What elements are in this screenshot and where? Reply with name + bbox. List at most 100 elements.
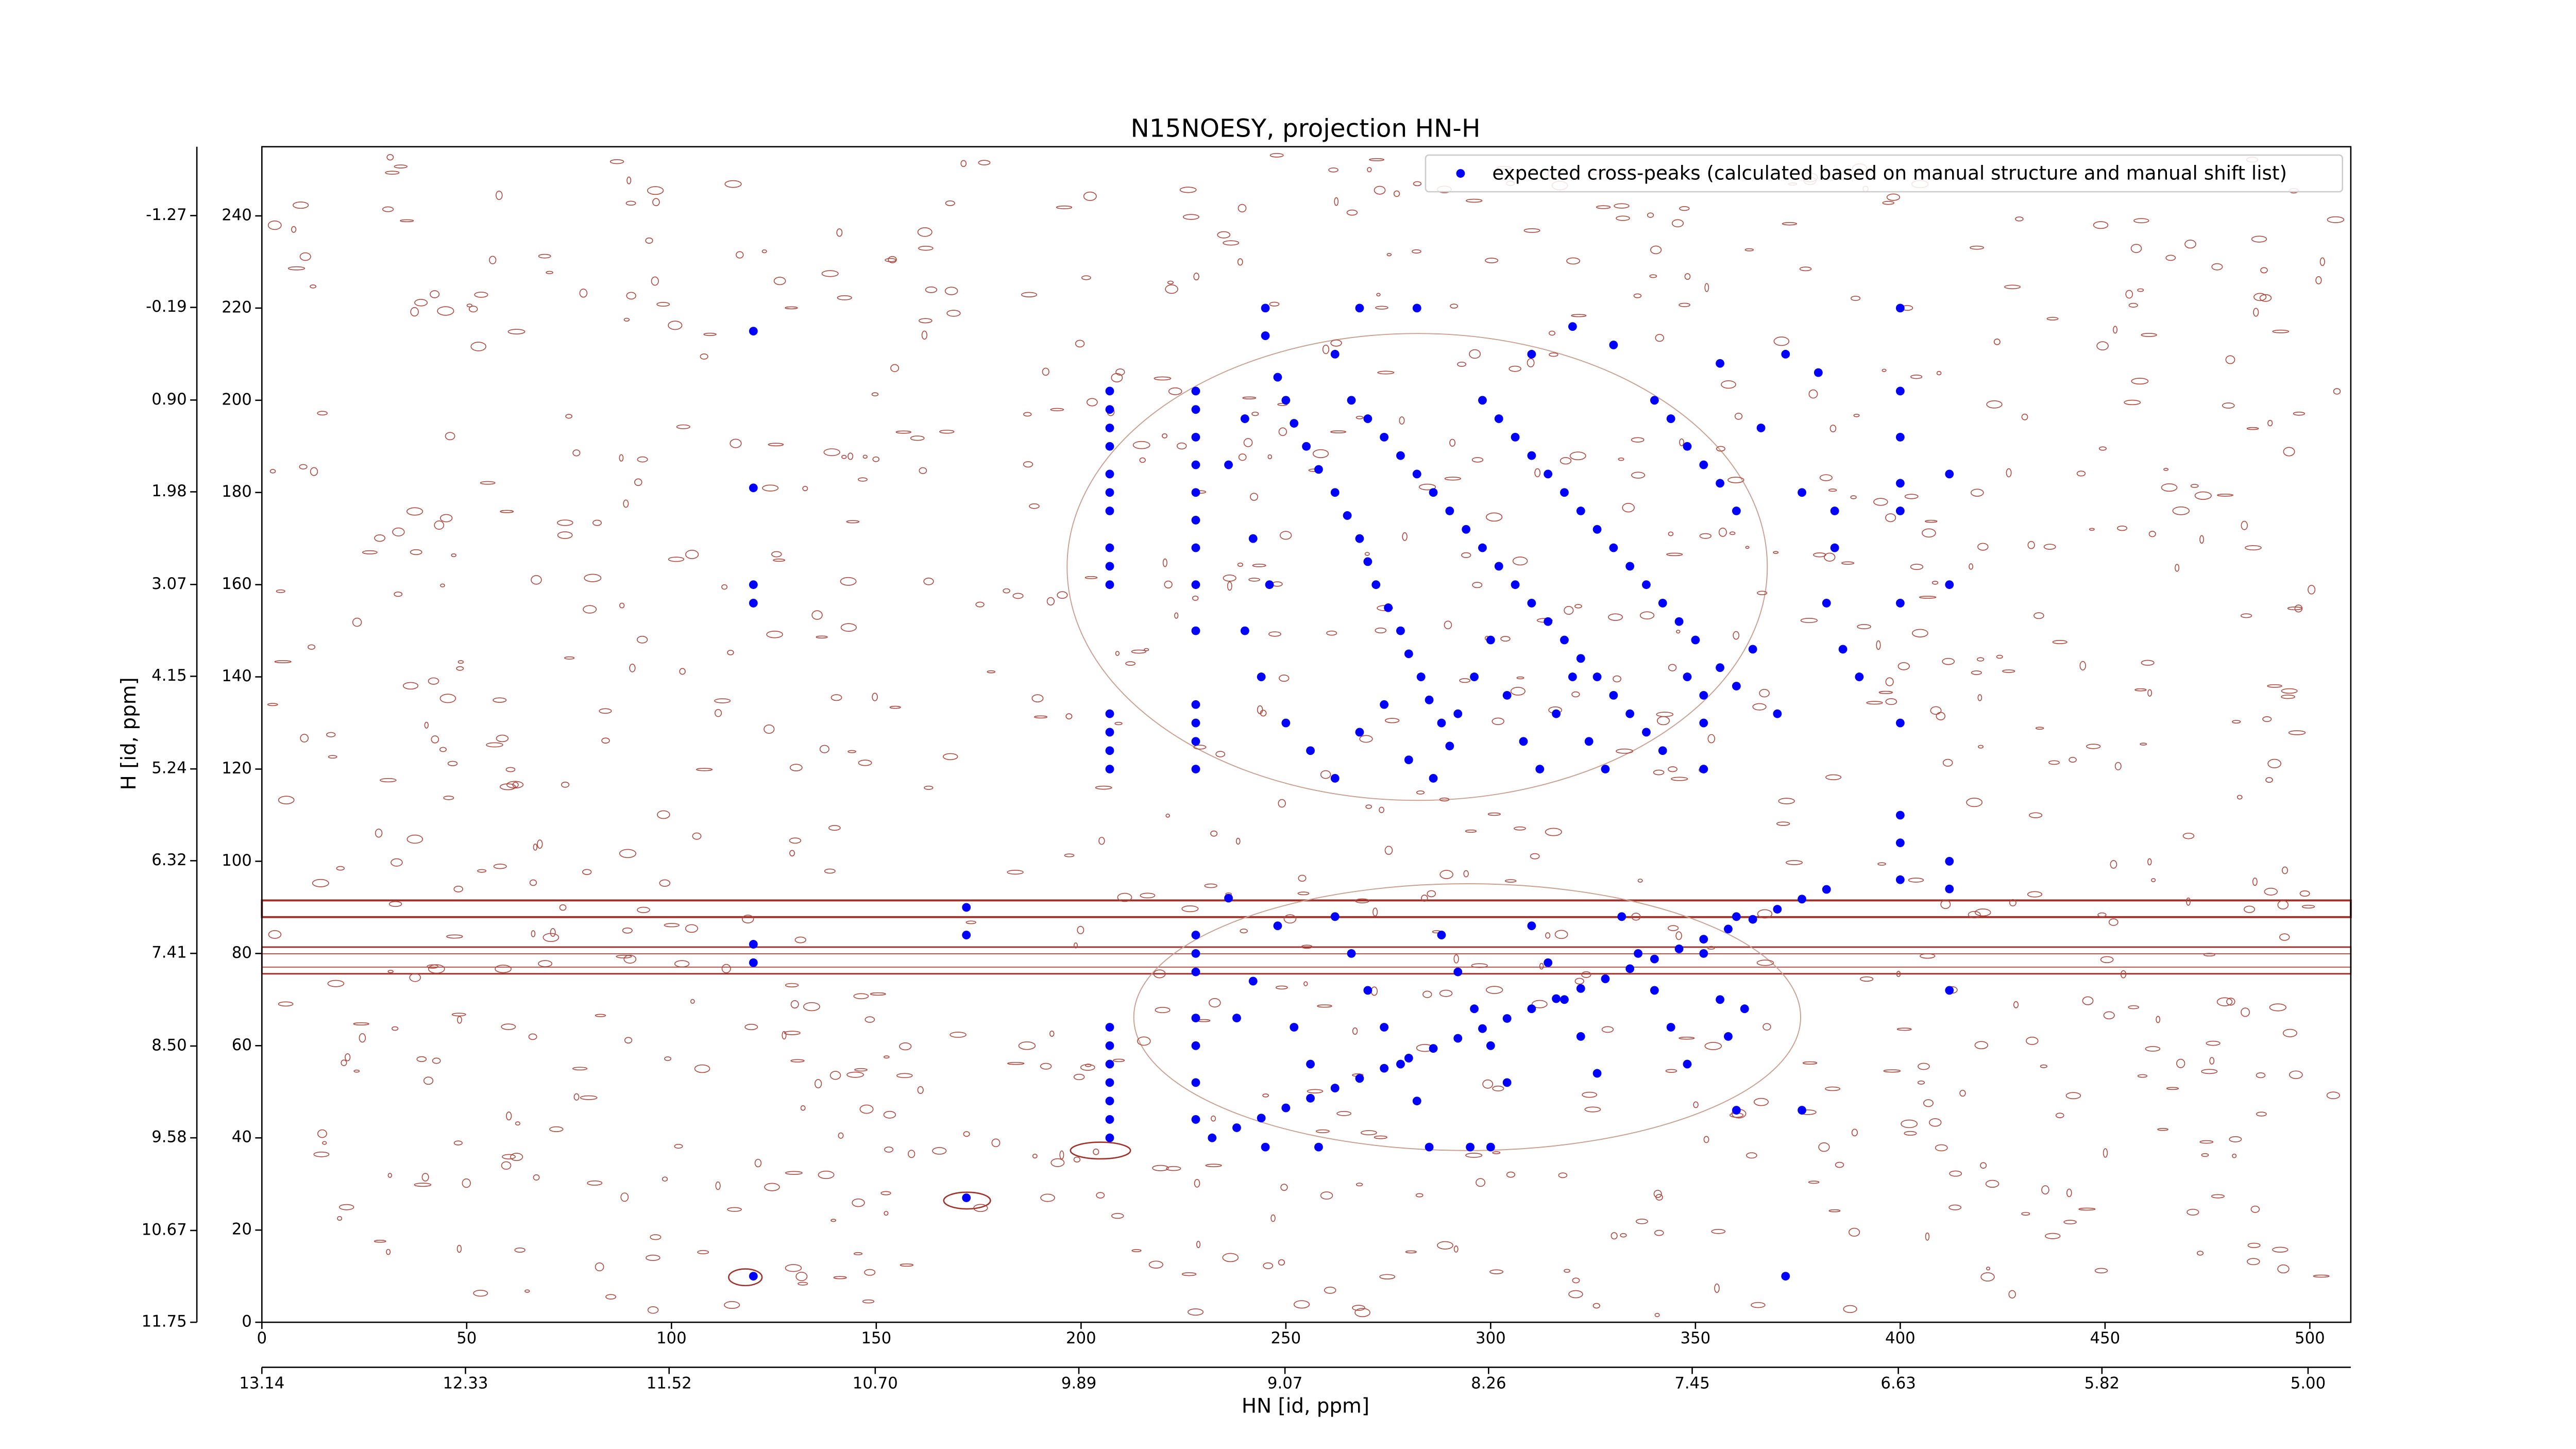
contour-noise	[1412, 249, 1421, 254]
contour-noise	[2211, 263, 2223, 271]
contour-noise	[439, 694, 456, 703]
cross-peak	[1281, 396, 1291, 405]
contour-noise	[1117, 892, 1132, 902]
cross-peak	[1798, 488, 1806, 497]
contour-noise	[514, 1247, 526, 1253]
contour-noise	[1379, 806, 1384, 813]
cross-peak	[1592, 672, 1602, 681]
contour-noise	[2262, 716, 2272, 722]
cross-peak	[1486, 1041, 1495, 1050]
contour-noise	[559, 904, 567, 911]
contour-noise	[1278, 427, 1287, 436]
contour-noise	[1635, 1218, 1648, 1224]
contour-noise	[2082, 996, 2094, 1005]
contour-noise	[337, 1216, 343, 1221]
contour-noise	[2252, 878, 2258, 886]
contour-noise	[652, 198, 660, 207]
contour-noise	[2131, 378, 2149, 385]
cross-peak	[1306, 1093, 1315, 1103]
contour-noise	[651, 276, 659, 286]
cross-peak	[1895, 432, 1905, 442]
contour-noise	[645, 237, 653, 244]
contour-noise	[939, 430, 955, 434]
cross-peak	[1699, 718, 1708, 728]
y2-tick-label: 7.41	[151, 943, 187, 962]
contour-noise	[1073, 1073, 1085, 1081]
contour-noise	[1936, 370, 1942, 376]
cross-peak	[1265, 580, 1274, 589]
contour-noise	[1240, 929, 1248, 934]
cross-peak	[1478, 396, 1487, 405]
cross-peak	[1404, 1054, 1413, 1063]
contour-noise	[1974, 1041, 1988, 1050]
contour-noise	[1222, 1253, 1239, 1262]
contour-noise	[1355, 1183, 1363, 1187]
contour-noise	[1919, 596, 1937, 599]
contour-noise	[1510, 687, 1526, 696]
contour-noise	[1993, 339, 2001, 345]
contour-noise	[848, 452, 854, 460]
contour-noise	[1500, 636, 1511, 642]
contour-noise	[1622, 502, 1635, 513]
contour-noise	[486, 742, 503, 748]
cross-peak	[1380, 1023, 1389, 1032]
contour-noise	[1375, 306, 1388, 310]
contour-noise	[1966, 798, 1983, 807]
contour-noise	[1910, 564, 1924, 570]
contour-noise	[495, 965, 512, 973]
contour-noise	[2308, 585, 2316, 595]
cross-peak	[1240, 414, 1249, 424]
contour-noise	[394, 592, 403, 597]
contour-noise	[841, 454, 847, 459]
cross-peak	[1781, 349, 1790, 359]
contour-noise	[451, 553, 456, 558]
contour-noise	[605, 1294, 617, 1300]
contour-noise	[1601, 1026, 1614, 1033]
contour-noise	[1581, 971, 1591, 978]
contour-noise	[2288, 730, 2306, 735]
contour-noise	[1539, 963, 1544, 970]
contour-noise	[531, 575, 542, 585]
contour-noise	[761, 249, 767, 254]
contour-noise	[2041, 1185, 2049, 1194]
cross-peak	[1552, 994, 1561, 1003]
contour-noise	[1504, 879, 1517, 883]
contour-noise	[1320, 1191, 1333, 1200]
contour-noise	[2103, 1011, 2115, 1020]
cross-peak	[1895, 875, 1905, 884]
contour-noise	[1075, 340, 1085, 348]
contour-noise	[1753, 1098, 1769, 1106]
contour-noise	[291, 226, 297, 233]
contour-noise	[1566, 257, 1580, 265]
cross-peak	[1330, 488, 1340, 497]
contour-noise	[2199, 535, 2204, 544]
contour-noise	[1168, 387, 1182, 395]
cross-peak	[1895, 599, 1905, 608]
contour-noise	[278, 1001, 294, 1007]
cross-peak	[1895, 386, 1905, 396]
contour-noise	[2052, 640, 2067, 644]
contour-noise	[1312, 449, 1329, 458]
y-tick-label: 140	[222, 667, 252, 685]
contour-noise	[1330, 339, 1342, 347]
contour-noise	[1948, 1204, 1962, 1210]
contour-noise	[1384, 718, 1400, 723]
contour-noise	[2182, 833, 2195, 839]
contour-noise	[946, 310, 961, 317]
contour-noise	[528, 1033, 537, 1040]
cross-peak	[1462, 525, 1471, 534]
contour-noise	[2232, 720, 2241, 724]
y-tick-label: 40	[232, 1128, 252, 1147]
contour-noise	[375, 829, 383, 838]
contour-noise	[1263, 1262, 1274, 1269]
contour-noise	[1534, 468, 1541, 478]
contour-noise	[1885, 677, 1894, 686]
contour-noise	[446, 934, 463, 939]
contour-noise	[2240, 613, 2252, 618]
contour-noise	[622, 927, 633, 934]
cross-peak	[1519, 737, 1528, 746]
cross-peak	[1355, 304, 1364, 313]
contour-noise	[1574, 604, 1582, 609]
contour-noise	[1465, 1153, 1483, 1158]
contour-noise	[2134, 688, 2147, 692]
